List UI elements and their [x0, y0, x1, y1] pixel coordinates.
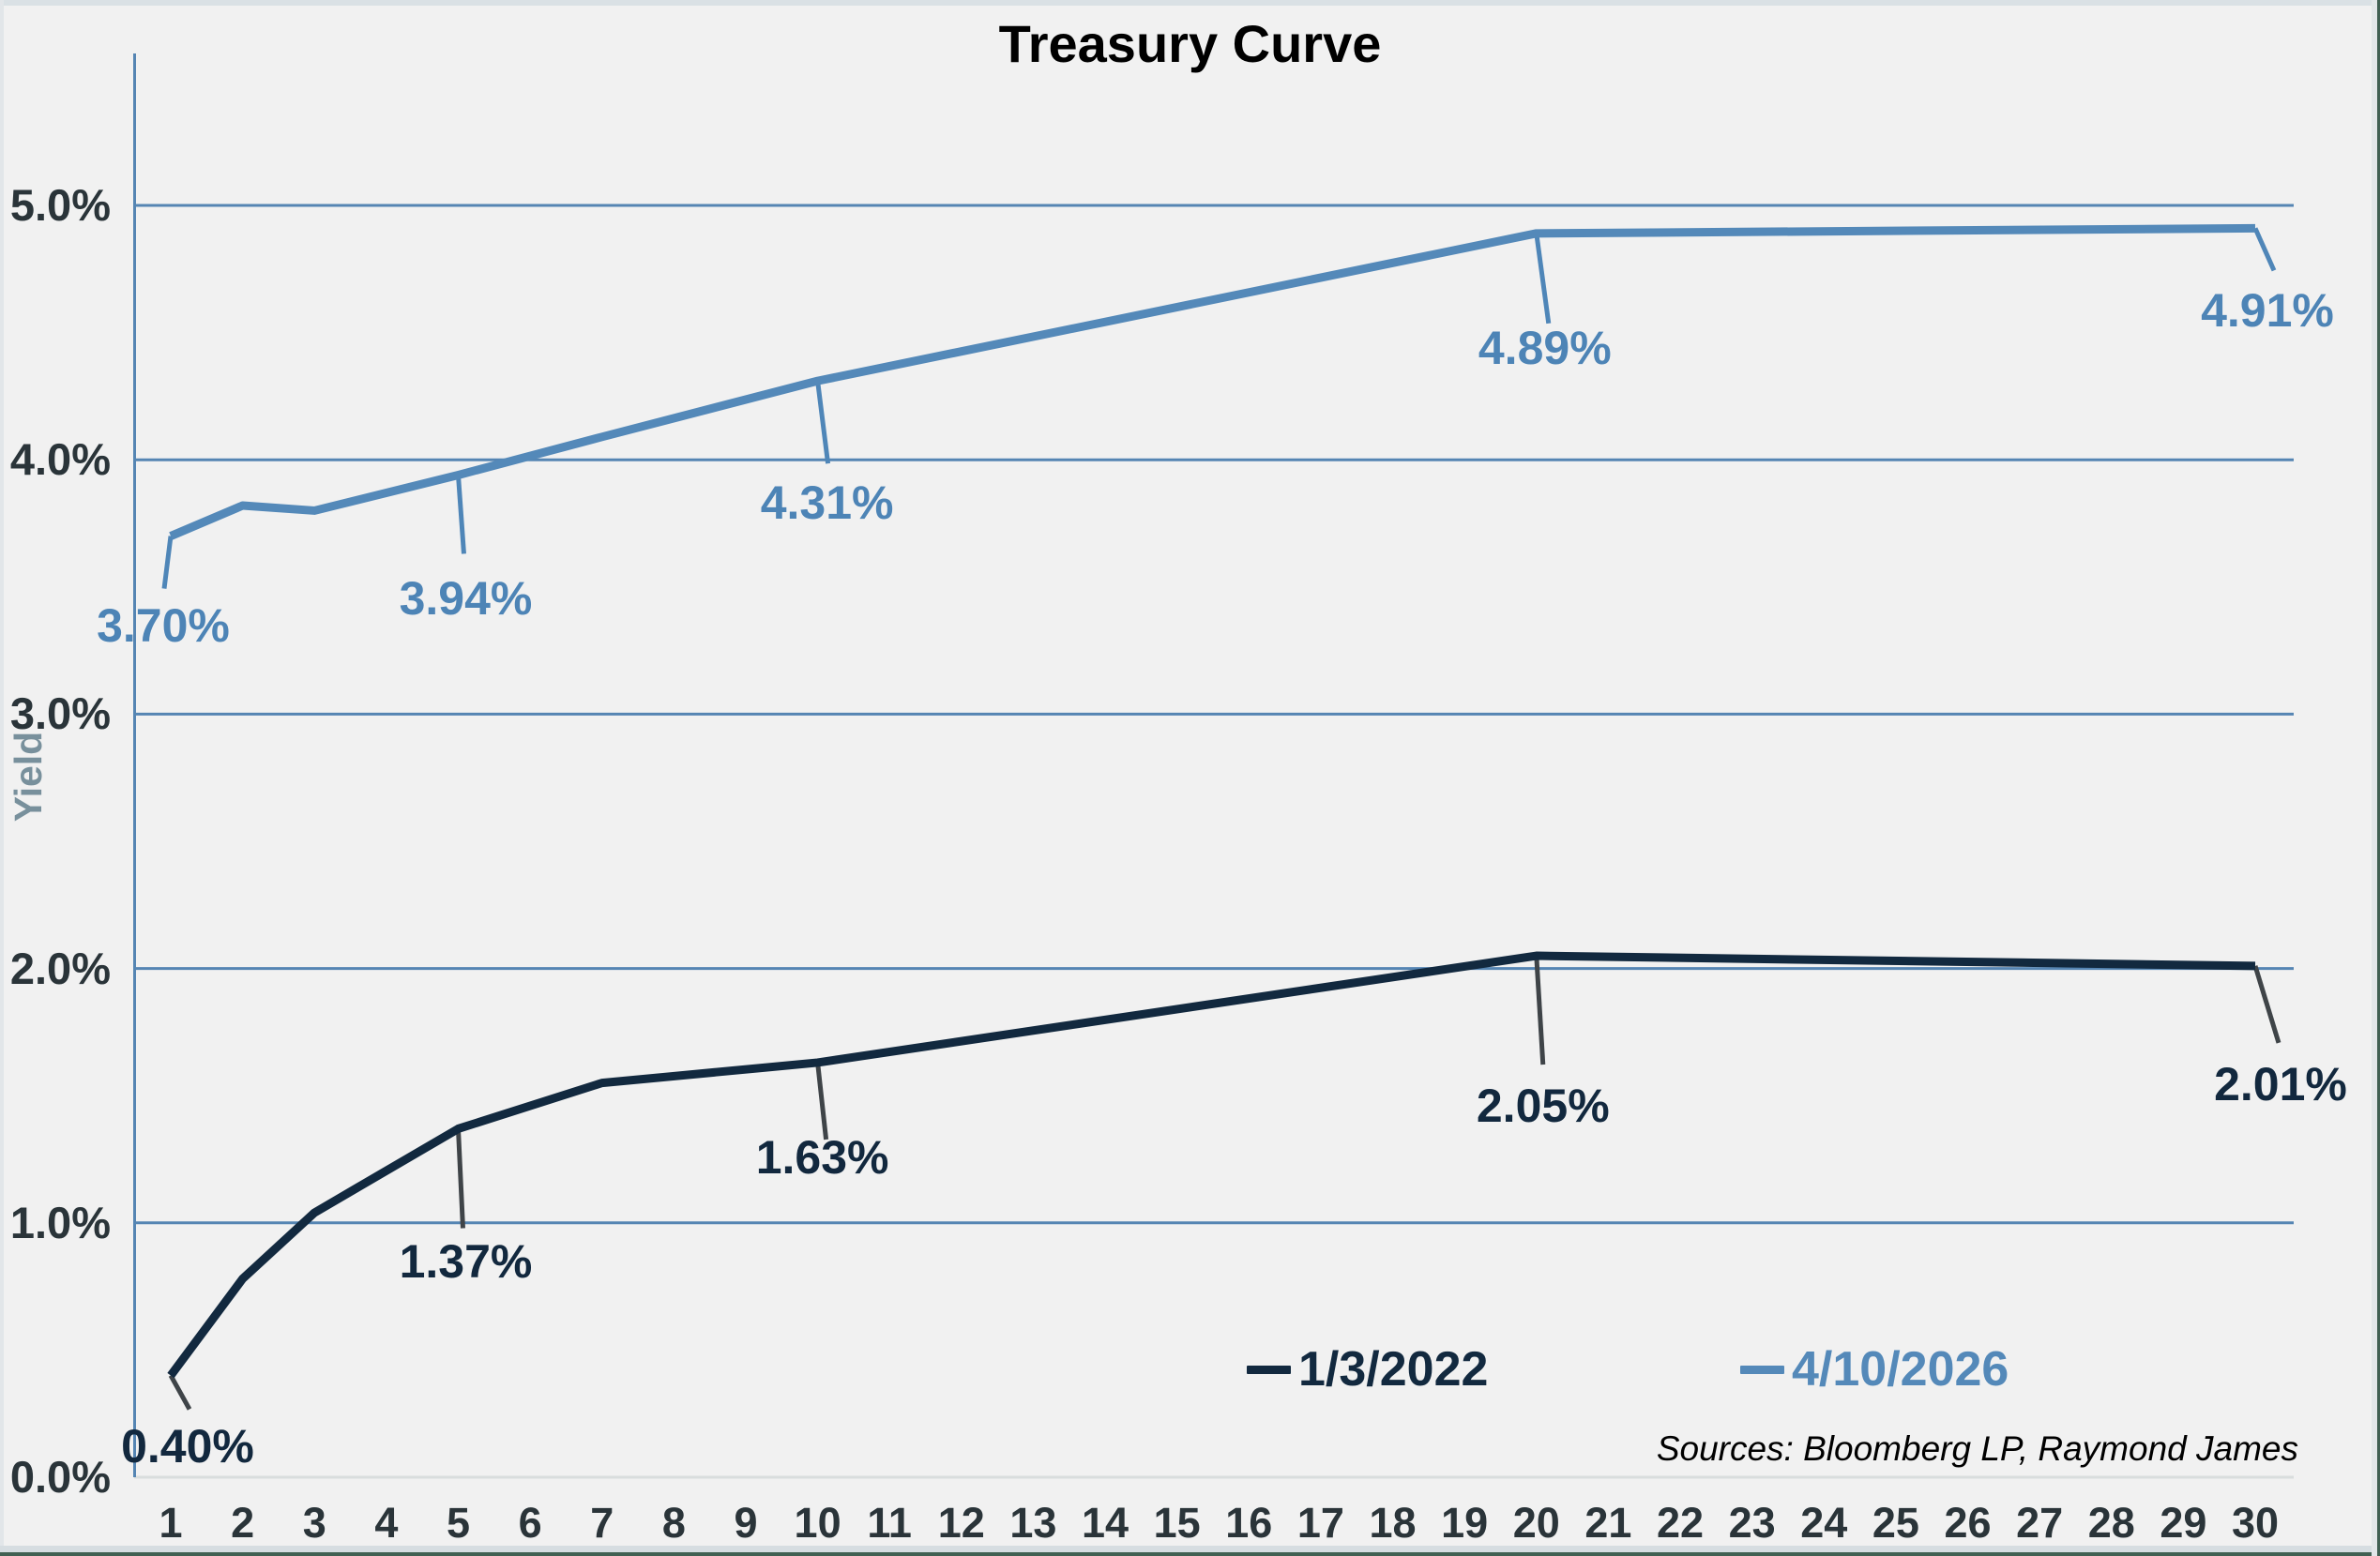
x-tick-4: 4 [374, 1499, 399, 1547]
callout-line-1/3/2022 [2252, 965, 2281, 1044]
bottom-edge-border [0, 1552, 2380, 1556]
y-tick-2.0%: 2.0% [9, 943, 111, 993]
source-note: Sources: Bloomberg LP, Raymond James [1656, 1429, 2298, 1468]
x-tick-3: 3 [302, 1499, 326, 1547]
x-tick-1: 1 [159, 1499, 183, 1547]
bottom-edge-strip [0, 1546, 2380, 1552]
x-tick-22: 22 [1656, 1499, 1705, 1547]
x-tick-23: 23 [1728, 1499, 1776, 1547]
x-tick-9: 9 [734, 1499, 758, 1547]
callout-line-1/3/2022 [455, 1128, 465, 1229]
top-edge-strip [0, 0, 2380, 6]
x-tick-28: 28 [2087, 1499, 2135, 1547]
x-tick-18: 18 [1369, 1499, 1417, 1547]
callout-line-4/10/2026 [815, 380, 831, 464]
chart-title: Treasury Curve [998, 14, 1382, 73]
x-tick-30: 30 [2231, 1499, 2279, 1547]
x-tick-25: 25 [1872, 1499, 1919, 1547]
x-tick-26: 26 [1944, 1499, 1992, 1547]
data-label-1/3/2022-1.63%: 1.63% [755, 1130, 889, 1184]
y-tick-1.0%: 1.0% [9, 1197, 111, 1247]
data-label-4/10/2026-3.94%: 3.94% [399, 572, 533, 626]
callout-line-1/3/2022 [168, 1374, 192, 1411]
legend-label: 4/10/2026 [1792, 1342, 2009, 1397]
legend-line-swatch [1740, 1365, 1784, 1374]
left-edge-strip [0, 0, 4, 1556]
x-tick-11: 11 [867, 1499, 912, 1547]
data-label-4/10/2026-4.31%: 4.31% [760, 476, 894, 530]
x-tick-17: 17 [1296, 1499, 1344, 1547]
x-tick-20: 20 [1512, 1499, 1560, 1547]
x-tick-2: 2 [231, 1499, 255, 1547]
x-tick-29: 29 [2160, 1499, 2207, 1547]
y-tick-0.0%: 0.0% [9, 1452, 111, 1502]
data-label-4/10/2026-4.89%: 4.89% [1478, 321, 1612, 374]
data-label-1/3/2022-0.40%: 0.40% [121, 1419, 254, 1473]
y-tick-4.0%: 4.0% [9, 434, 111, 485]
x-tick-6: 6 [518, 1499, 542, 1547]
callout-line-1/3/2022 [815, 1062, 829, 1141]
y-tick-5.0%: 5.0% [9, 180, 111, 230]
x-tick-12: 12 [937, 1499, 985, 1547]
x-tick-8: 8 [661, 1499, 686, 1547]
x-tick-19: 19 [1441, 1499, 1489, 1547]
x-tick-13: 13 [1009, 1499, 1057, 1547]
right-edge-border [2377, 0, 2380, 1556]
x-tick-24: 24 [1800, 1499, 1848, 1547]
x-tick-7: 7 [590, 1499, 614, 1547]
series-line-1/3/2022 [167, 951, 2256, 1379]
data-label-1/3/2022-1.37%: 1.37% [399, 1235, 533, 1289]
legend-entry-1-3-2022: 1/3/2022 [1247, 1341, 1488, 1397]
x-tick-10: 10 [794, 1499, 841, 1547]
right-edge-strip [2372, 0, 2377, 1556]
y-tick-3.0%: 3.0% [9, 688, 111, 739]
x-tick-15: 15 [1153, 1499, 1201, 1547]
callout-line-4/10/2026 [2252, 227, 2277, 272]
x-tick-16: 16 [1225, 1499, 1273, 1547]
data-label-4/10/2026-4.91%: 4.91% [2201, 284, 2334, 338]
callout-line-4/10/2026 [161, 536, 174, 589]
x-tick-21: 21 [1584, 1499, 1632, 1547]
legend-line-swatch [1247, 1365, 1291, 1374]
callout-line-4/10/2026 [1534, 233, 1552, 325]
data-label-1/3/2022-2.01%: 2.01% [2214, 1057, 2347, 1110]
x-tick-14: 14 [1082, 1499, 1129, 1547]
x-tick-5: 5 [446, 1499, 470, 1547]
callout-line-1/3/2022 [1534, 955, 1546, 1065]
x-tick-27: 27 [2016, 1499, 2064, 1547]
legend-label: 1/3/2022 [1298, 1342, 1489, 1397]
data-label-4/10/2026-3.70%: 3.70% [97, 598, 230, 652]
callout-line-4/10/2026 [455, 475, 466, 554]
series-line-4/10/2026 [169, 223, 2256, 540]
data-label-1/3/2022-2.05%: 2.05% [1476, 1080, 1610, 1133]
legend-entry-4-10-2026: 4/10/2026 [1740, 1341, 2009, 1397]
